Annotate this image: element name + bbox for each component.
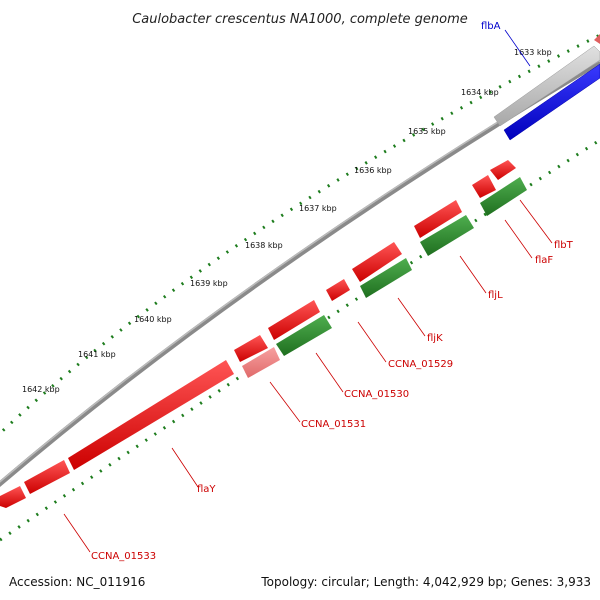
gene-label-flay[interactable]: flaY (197, 484, 216, 495)
tick-label: 1634 kbp (461, 88, 499, 97)
gene-label-ccna01530[interactable]: CCNA_01530 (344, 389, 409, 400)
gene-label-flba[interactable]: flbA (481, 21, 501, 32)
tick-label: 1635 kbp (408, 127, 446, 136)
genome-summary-text: Topology: circular; Length: 4,042,929 bp… (260, 575, 591, 589)
gene-flba-feature[interactable] (493, 34, 600, 141)
gene-label-flaf[interactable]: flaF (535, 255, 553, 266)
label-leaders (63, 29, 553, 553)
gene-labels: flbA flbT flaF fljL fljK CCNA_01529 CCNA… (91, 21, 574, 562)
tick-label: 1642 kbp (22, 385, 60, 394)
tick-label: 1640 kbp (134, 315, 172, 324)
tick-label: 1633 kbp (514, 48, 552, 57)
gene-label-fljl[interactable]: fljL (488, 290, 503, 301)
accession-text: Accession: NC_011916 (9, 575, 145, 589)
gene-label-ccna01533[interactable]: CCNA_01533 (91, 551, 156, 562)
gene-ccna01533-feature[interactable] (24, 460, 70, 494)
tick-label: 1636 kbp (354, 166, 392, 175)
gene-label-ccna01531[interactable]: CCNA_01531 (301, 419, 366, 430)
gene-flay-feature[interactable] (68, 360, 234, 470)
gene-fljl-feature[interactable] (414, 200, 462, 238)
gene-flaf-feature[interactable] (472, 175, 496, 198)
gene-label-fljk[interactable]: fljK (427, 333, 443, 344)
tick-labels: 1633 kbp 1634 kbp 1635 kbp 1636 kbp 1637… (22, 48, 552, 394)
reverse-strand-genes (242, 177, 527, 378)
gene-ccna01530-feature[interactable] (268, 300, 320, 340)
tick-label: 1637 kbp (299, 204, 337, 213)
gene-label-flbt[interactable]: flbT (554, 240, 574, 251)
tick-label: 1639 kbp (190, 279, 228, 288)
tick-label: 1638 kbp (245, 241, 283, 250)
outer-tick-ring (0, 33, 600, 436)
gene-label-ccna01529[interactable]: CCNA_01529 (388, 359, 453, 370)
tick-label: 1641 kbp (78, 350, 116, 359)
gene-ccna01531-feature[interactable] (234, 335, 268, 362)
map-title: Caulobacter crescentus NA1000, complete … (132, 12, 468, 27)
gene-fljk-feature[interactable] (352, 242, 402, 282)
gene-ccna01529-feature[interactable] (326, 279, 350, 301)
gene-flbt-feature[interactable] (490, 160, 516, 180)
forward-strand-genes (0, 160, 516, 508)
